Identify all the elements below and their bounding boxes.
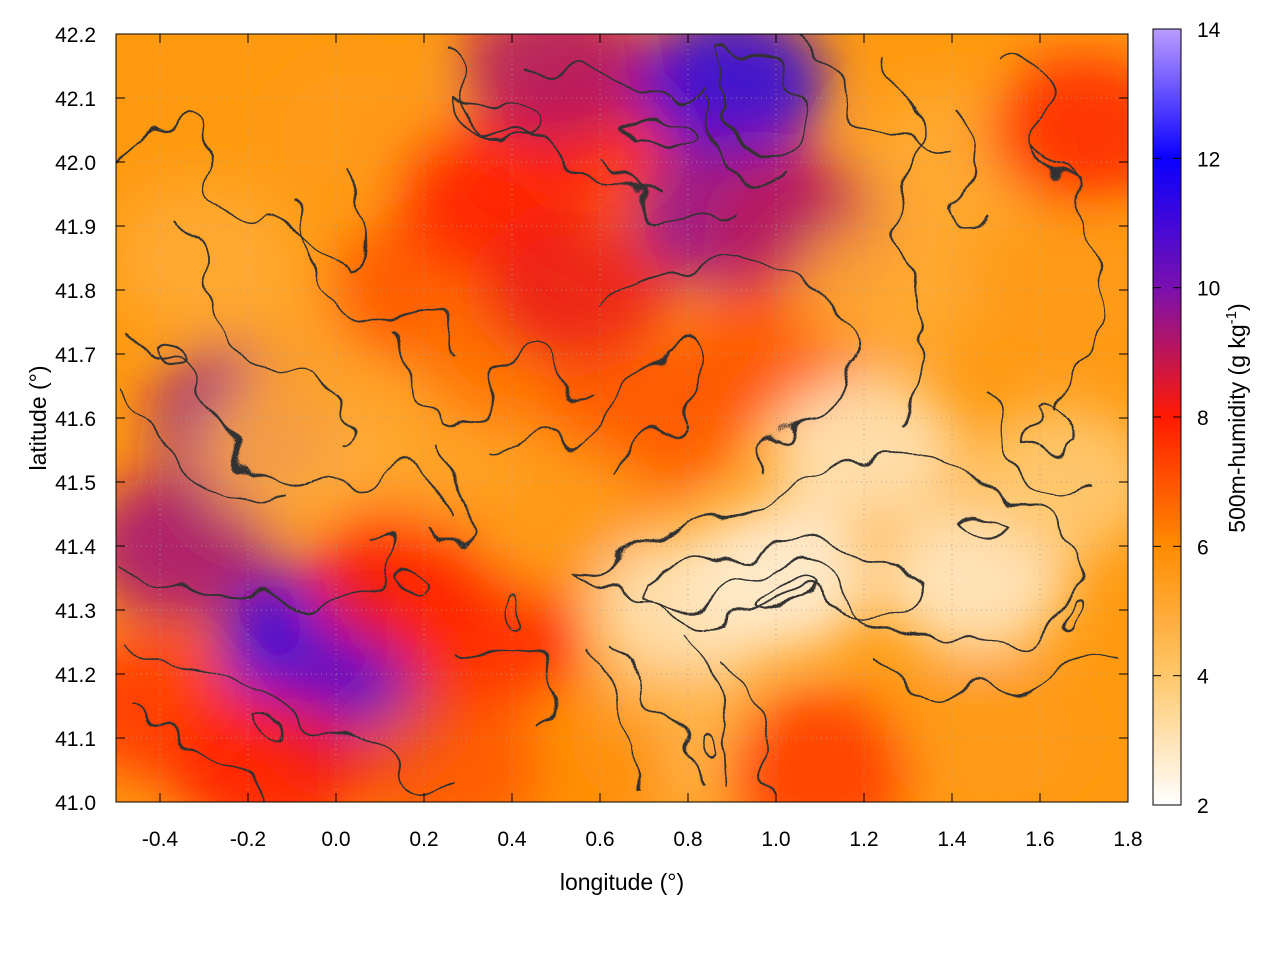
heatmap-cell bbox=[725, 695, 915, 802]
grid-lines bbox=[116, 34, 1128, 802]
x-tick-label: -0.4 bbox=[142, 828, 179, 851]
contour-line bbox=[116, 529, 392, 606]
contour-line bbox=[758, 587, 812, 610]
y-tick-label: 41.5 bbox=[55, 472, 96, 495]
colorbar-tick-label: 10 bbox=[1197, 278, 1220, 301]
colorbar-tick-label: 14 bbox=[1197, 19, 1221, 42]
plot-area bbox=[116, 34, 1128, 802]
x-tick-label: 1.2 bbox=[849, 828, 878, 851]
x-tick-label: -0.2 bbox=[230, 828, 266, 851]
contour-line bbox=[489, 342, 708, 471]
contour-line bbox=[578, 452, 1077, 645]
contour-line bbox=[174, 219, 348, 441]
x-tick-label: 0.4 bbox=[497, 828, 527, 851]
contour-line bbox=[428, 439, 472, 556]
heatmap-cell bbox=[395, 567, 585, 717]
contour-line bbox=[879, 59, 927, 421]
contour-line bbox=[459, 642, 557, 741]
heatmap-cell bbox=[637, 34, 827, 161]
contour-line bbox=[628, 115, 702, 151]
y-tick-label: 41.4 bbox=[55, 536, 96, 559]
y-tick-label: 41.8 bbox=[55, 280, 96, 303]
x-tick-label: 1.6 bbox=[1025, 828, 1054, 851]
contour-line bbox=[698, 89, 791, 192]
contour-line bbox=[958, 513, 1007, 537]
y-tick-label: 42.1 bbox=[55, 88, 96, 111]
y-tick-label: 41.0 bbox=[55, 792, 96, 815]
contour-line bbox=[648, 538, 922, 621]
heatmap-cell bbox=[461, 34, 651, 141]
colorbar-tick-label: 8 bbox=[1197, 407, 1209, 430]
contour-line bbox=[1039, 139, 1099, 421]
contour-line bbox=[389, 329, 591, 432]
x-tick-label: 0.2 bbox=[409, 828, 438, 851]
heatmap-cell bbox=[116, 183, 299, 333]
contour-line bbox=[507, 594, 528, 621]
contour-line bbox=[599, 248, 870, 471]
heatmap-cell bbox=[901, 663, 1091, 802]
contour-line bbox=[988, 389, 1101, 493]
colorbar-tick-label: 6 bbox=[1197, 536, 1209, 559]
heatmap-cell bbox=[967, 215, 1128, 365]
x-tick-label: 1.0 bbox=[761, 828, 790, 851]
contour-line bbox=[869, 648, 1121, 695]
x-tick-label: 0.0 bbox=[321, 828, 350, 851]
contour-line bbox=[956, 109, 991, 232]
y-tick-label: 41.3 bbox=[55, 600, 96, 623]
y-axis: 41.0 41.1 41.2 41.3 41.4 41.5 41.6 41.7 41.8 41.9… bbox=[55, 24, 1128, 815]
x-tick-label: 0.8 bbox=[673, 828, 702, 851]
colorbar-label-exponent: -1 bbox=[1223, 311, 1240, 324]
heatmap-cell bbox=[351, 695, 541, 802]
heatmap-field bbox=[116, 34, 1128, 802]
contour-line bbox=[124, 708, 281, 801]
colorbar: 2 4 6 8 10 12 14 500m-humidity (g kg-1) bbox=[1152, 19, 1250, 818]
y-tick-label: 42.0 bbox=[55, 152, 96, 175]
contour-line bbox=[599, 159, 741, 227]
y-tick-label: 41.1 bbox=[55, 728, 96, 751]
colorbar-tick-label: 4 bbox=[1197, 666, 1209, 689]
contour-line bbox=[1067, 607, 1084, 630]
contour-line bbox=[398, 565, 434, 602]
contour-line bbox=[708, 43, 805, 155]
y-tick-label: 42.2 bbox=[55, 24, 96, 47]
contour-line bbox=[158, 347, 183, 380]
colorbar-tick-label: 12 bbox=[1197, 148, 1220, 171]
x-tick-label: 1.4 bbox=[937, 828, 967, 851]
heatmap-cell bbox=[989, 55, 1128, 205]
x-axis-label: longitude (°) bbox=[560, 869, 684, 895]
x-axis: -0.4 -0.2 0.0 0.2 0.4 0.6 0.8 1.0 1.2 1.4 1.6 1.8 bbox=[142, 34, 1143, 851]
heatmap-cell bbox=[483, 215, 673, 365]
colorbar-ticks: 2 4 6 8 10 12 14 bbox=[1153, 19, 1221, 818]
contour-line bbox=[124, 638, 451, 792]
contour-line bbox=[119, 120, 358, 272]
contour-line bbox=[253, 717, 283, 746]
y-tick-label: 41.2 bbox=[55, 664, 96, 687]
contour-line bbox=[698, 729, 720, 755]
contour-line bbox=[519, 59, 701, 102]
heatmap-cell bbox=[967, 407, 1128, 557]
contour-line bbox=[124, 329, 452, 521]
y-tick-label: 41.7 bbox=[55, 344, 96, 367]
y-axis-label: latitude (°) bbox=[25, 365, 51, 470]
y-tick-label: 41.6 bbox=[55, 408, 96, 431]
x-tick-label: 0.6 bbox=[585, 828, 614, 851]
colorbar-label: 500m-humidity (g kg-1) bbox=[1223, 303, 1250, 532]
contour-line bbox=[299, 199, 462, 351]
contour-line bbox=[453, 98, 534, 154]
colorbar-tick-label: 2 bbox=[1197, 795, 1209, 818]
heatmap-cell bbox=[461, 439, 651, 589]
contour-line bbox=[124, 389, 291, 499]
humidity-contour-lines bbox=[116, 39, 1121, 801]
heatmap-cell bbox=[175, 695, 365, 802]
x-tick-label: 1.8 bbox=[1113, 828, 1142, 851]
y-tick-label: 41.9 bbox=[55, 216, 96, 239]
contour-line bbox=[589, 629, 765, 796]
